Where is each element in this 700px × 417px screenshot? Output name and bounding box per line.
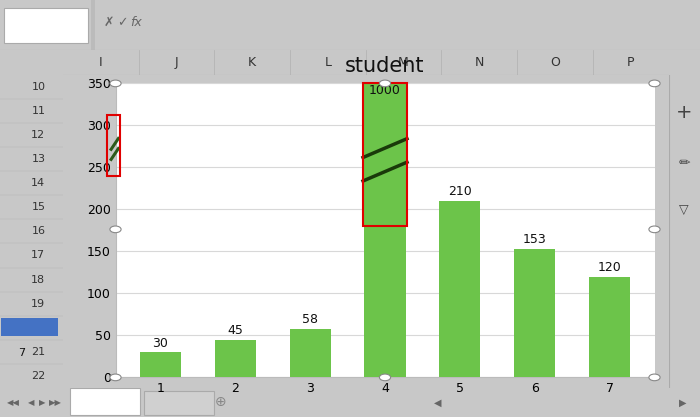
Text: K: K (248, 56, 256, 69)
Bar (4, 8, 88, 43)
Bar (514, 249, 555, 377)
Text: 58: 58 (302, 313, 318, 326)
Bar (106, 116, 120, 176)
Text: O: O (550, 56, 560, 69)
Text: ✗: ✗ (104, 16, 113, 29)
Text: Sheet2: Sheet2 (85, 396, 125, 406)
Text: ✓: ✓ (117, 16, 127, 29)
Text: ✏: ✏ (678, 156, 690, 170)
Text: 120: 120 (598, 261, 622, 274)
Text: 7: 7 (18, 348, 26, 358)
Text: 13: 13 (32, 154, 46, 164)
Text: ⊕: ⊕ (215, 395, 226, 409)
Bar (144, 391, 214, 414)
Title: student: student (345, 56, 425, 76)
Text: 210: 210 (448, 186, 472, 198)
Text: ◀: ◀ (434, 397, 442, 407)
Bar (363, 83, 407, 226)
Bar (420, 388, 700, 417)
Text: 14: 14 (32, 178, 46, 188)
Bar (1, 318, 58, 336)
Text: 22: 22 (31, 371, 46, 381)
Text: 21: 21 (32, 347, 46, 357)
Text: ▽: ▽ (680, 203, 689, 216)
Text: J: J (175, 56, 178, 69)
Text: 16: 16 (32, 226, 46, 236)
Bar (290, 329, 330, 377)
Text: ▶: ▶ (38, 398, 45, 407)
Text: P: P (627, 56, 634, 69)
Bar (440, 201, 480, 377)
Bar (215, 339, 256, 377)
Bar (365, 83, 405, 377)
Text: ▶: ▶ (678, 397, 686, 407)
Text: N: N (475, 56, 484, 69)
Text: 30: 30 (153, 337, 169, 350)
Bar (589, 276, 630, 377)
Text: 15: 15 (32, 202, 46, 212)
Bar (91, 0, 94, 50)
Text: +: + (676, 103, 692, 122)
Text: Chart 12: Chart 12 (23, 18, 68, 28)
Text: 19: 19 (32, 299, 46, 309)
Text: 12: 12 (32, 130, 46, 140)
Text: ▶▶: ▶▶ (49, 398, 62, 407)
Text: ◀: ◀ (28, 398, 34, 407)
Text: 45: 45 (228, 324, 243, 337)
Bar (140, 352, 181, 377)
Text: ◀◀: ◀◀ (7, 398, 20, 407)
Text: M: M (398, 56, 409, 69)
Text: 153: 153 (523, 234, 547, 246)
Text: Sheet1: Sheet1 (159, 397, 198, 407)
Text: L: L (324, 56, 331, 69)
Text: 11: 11 (32, 106, 46, 116)
Text: 10: 10 (32, 82, 46, 92)
Text: 17: 17 (32, 251, 46, 261)
Text: fx: fx (131, 16, 142, 29)
Text: I: I (99, 56, 103, 69)
Text: 18: 18 (32, 274, 46, 284)
Text: 20: 20 (32, 323, 46, 333)
Text: 1000: 1000 (369, 84, 401, 97)
Bar (70, 388, 140, 414)
